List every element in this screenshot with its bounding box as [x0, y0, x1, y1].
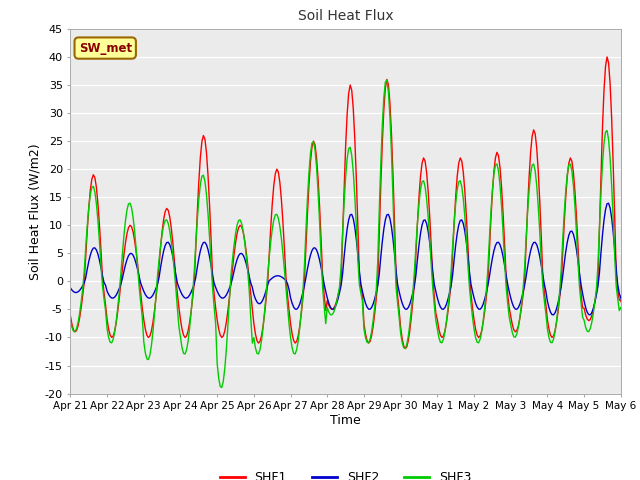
SHF3 [67, 317, 74, 323]
Y-axis label: Soil Heat Flux (W/m2): Soil Heat Flux (W/m2) [29, 143, 42, 279]
Line: SHF1: SHF1 [70, 57, 640, 348]
SHF2 [67, 285, 74, 291]
SHF2 [484, 283, 492, 288]
Line: SHF2: SHF2 [70, 203, 640, 315]
X-axis label: Time: Time [330, 414, 361, 427]
SHF1 [368, 333, 376, 339]
Title: Soil Heat Flux: Soil Heat Flux [298, 10, 394, 24]
SHF3 [487, 210, 495, 216]
SHF1 [86, 188, 94, 193]
SHF2 [573, 247, 580, 252]
SHF2 [605, 200, 612, 206]
SHF3 [369, 318, 377, 324]
Legend: SHF1, SHF2, SHF3: SHF1, SHF2, SHF3 [214, 467, 477, 480]
SHF1 [67, 313, 74, 319]
SHF3 [574, 259, 582, 264]
SHF3 [105, 335, 113, 340]
SHF1 [486, 249, 493, 255]
SHF1 [603, 54, 611, 60]
SHF2 [550, 312, 557, 318]
Line: SHF3: SHF3 [70, 80, 640, 387]
Text: SW_met: SW_met [79, 42, 132, 55]
SHF1 [401, 346, 409, 351]
SHF1 [573, 214, 580, 219]
SHF2 [368, 305, 376, 311]
SHF1 [105, 326, 113, 332]
SHF2 [86, 252, 94, 258]
SHF3 [218, 384, 226, 390]
SHF2 [105, 291, 113, 297]
SHF3 [86, 192, 94, 197]
SHF3 [383, 77, 390, 83]
